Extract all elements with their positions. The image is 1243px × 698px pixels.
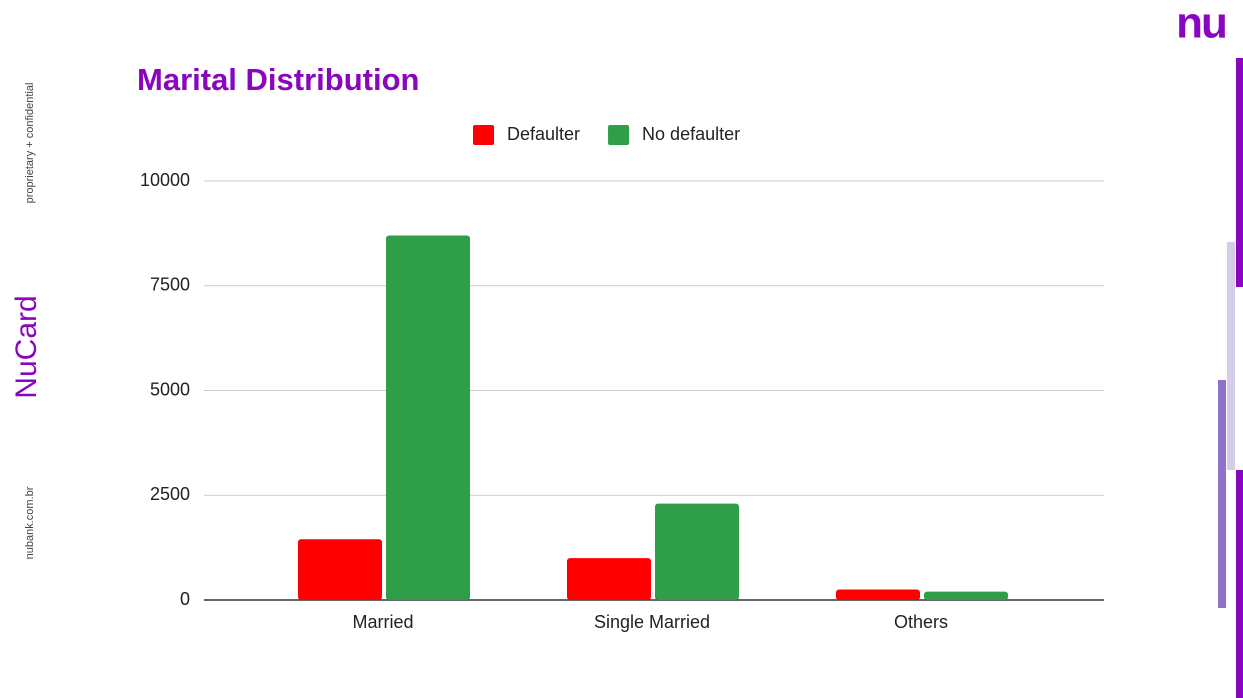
- legend-label: Defaulter: [507, 124, 580, 144]
- y-tick-label: 2500: [150, 484, 190, 504]
- x-tick-label: Others: [894, 612, 948, 632]
- bar: [298, 539, 382, 600]
- side-note: proprietary + confidential: [24, 83, 36, 204]
- bar: [655, 503, 739, 600]
- chart-title: Marital Distribution: [137, 62, 419, 97]
- y-tick-label: 7500: [150, 275, 190, 295]
- accent-bar: [1236, 58, 1243, 287]
- accent-bar: [1227, 242, 1235, 470]
- accent-bar: [1236, 470, 1243, 698]
- y-tick-label: 5000: [150, 379, 190, 399]
- legend-swatch: [608, 125, 630, 145]
- logo: nu: [1176, 0, 1226, 48]
- y-tick-label: 0: [180, 589, 190, 609]
- x-tick-label: Married: [352, 612, 413, 632]
- brand: NuCard: [10, 295, 43, 398]
- website: nubank.com.br: [24, 486, 36, 559]
- x-tick-label: Single Married: [594, 612, 710, 632]
- bar: [386, 235, 470, 600]
- accent-bar: [1218, 380, 1226, 608]
- legend-label: No defaulter: [642, 124, 740, 144]
- bar: [924, 591, 1008, 600]
- y-tick-label: 10000: [140, 170, 190, 190]
- legend-swatch: [473, 125, 494, 145]
- bar: [836, 589, 920, 600]
- bar: [567, 558, 651, 600]
